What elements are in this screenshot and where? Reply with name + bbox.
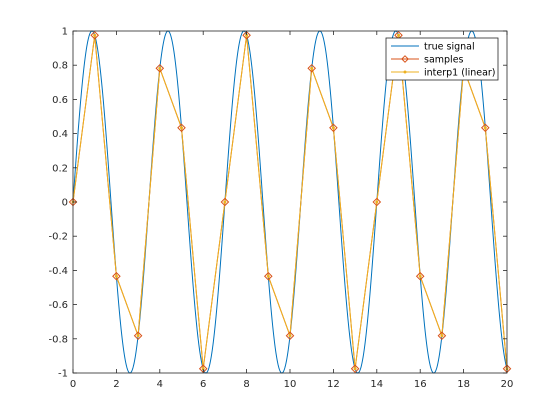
y-tick-label: -0.4 — [48, 266, 68, 277]
interp-point — [158, 66, 162, 70]
plot-area — [73, 31, 507, 373]
interp-point — [375, 200, 379, 204]
interp-point — [440, 334, 444, 338]
interp-point — [114, 274, 118, 278]
y-tick-label: 0.6 — [52, 95, 68, 106]
sample-point — [307, 63, 317, 73]
interp-point — [310, 66, 314, 70]
x-tick-label: 8 — [243, 379, 249, 390]
x-tick-label: 0 — [70, 379, 76, 390]
x-tick-label: 12 — [327, 379, 340, 390]
legend-label: true signal — [424, 42, 475, 53]
interp-point — [93, 33, 97, 37]
y-tick-label: 0.2 — [52, 163, 68, 174]
interp-point — [201, 367, 205, 371]
sample-point — [133, 331, 143, 341]
sample-point — [350, 364, 360, 374]
interp-point — [288, 334, 292, 338]
y-tick-label: 0 — [62, 198, 68, 209]
series-layer — [68, 30, 512, 374]
interp-point — [397, 33, 400, 37]
y-tick-label: 0.8 — [52, 61, 68, 72]
sample-point — [480, 123, 490, 133]
sample-point — [329, 123, 338, 133]
sample-point — [90, 30, 100, 40]
x-tick-label: 14 — [370, 379, 383, 390]
y-tick-label: 0.4 — [52, 129, 68, 140]
x-tick-label: 6 — [200, 379, 206, 390]
x-tick-label: 16 — [414, 379, 427, 390]
interp-point — [483, 126, 487, 130]
x-tick-label: 20 — [501, 379, 514, 390]
x-tick-label: 10 — [284, 379, 297, 390]
legend-label: samples — [424, 55, 464, 66]
ticks-layer: 0 2 4 6 8 10 12 14 16 18 20 -1 -0.8 -0.6 -0.4 -0.2 0 0.2 0… — [48, 27, 513, 391]
sample-point — [155, 63, 165, 73]
sample-point — [242, 30, 251, 40]
x-tick-label: 2 — [113, 379, 119, 390]
y-tick-label: -0.2 — [48, 232, 68, 243]
x-tick-label: 4 — [157, 379, 163, 390]
sample-point — [220, 197, 230, 207]
interp-point — [223, 200, 227, 204]
sample-point — [112, 271, 121, 281]
interp-point — [331, 126, 335, 130]
sample-point — [415, 271, 425, 281]
legend: true signal samples interp1 (linear) — [385, 37, 499, 81]
y-tick-label: 1 — [62, 27, 68, 38]
legend-label: interp1 (linear) — [424, 68, 496, 79]
interp-point — [266, 274, 270, 278]
legend-swatch-marker — [401, 55, 409, 63]
interp-point — [418, 274, 422, 278]
sample-point — [263, 271, 273, 281]
y-tick-label: -1 — [58, 369, 68, 380]
sample-point — [177, 123, 186, 133]
interp-point — [245, 33, 249, 37]
y-tick-label: -0.6 — [48, 300, 68, 311]
x-tick-label: 18 — [457, 379, 470, 390]
y-tick-label: -0.8 — [48, 334, 68, 345]
interp-point — [136, 334, 140, 338]
interp-point — [180, 126, 183, 130]
sample-point — [437, 331, 447, 341]
sample-point — [285, 331, 295, 341]
legend-swatch-marker — [403, 70, 407, 74]
sample-point — [372, 197, 382, 207]
interp-point — [353, 367, 357, 371]
